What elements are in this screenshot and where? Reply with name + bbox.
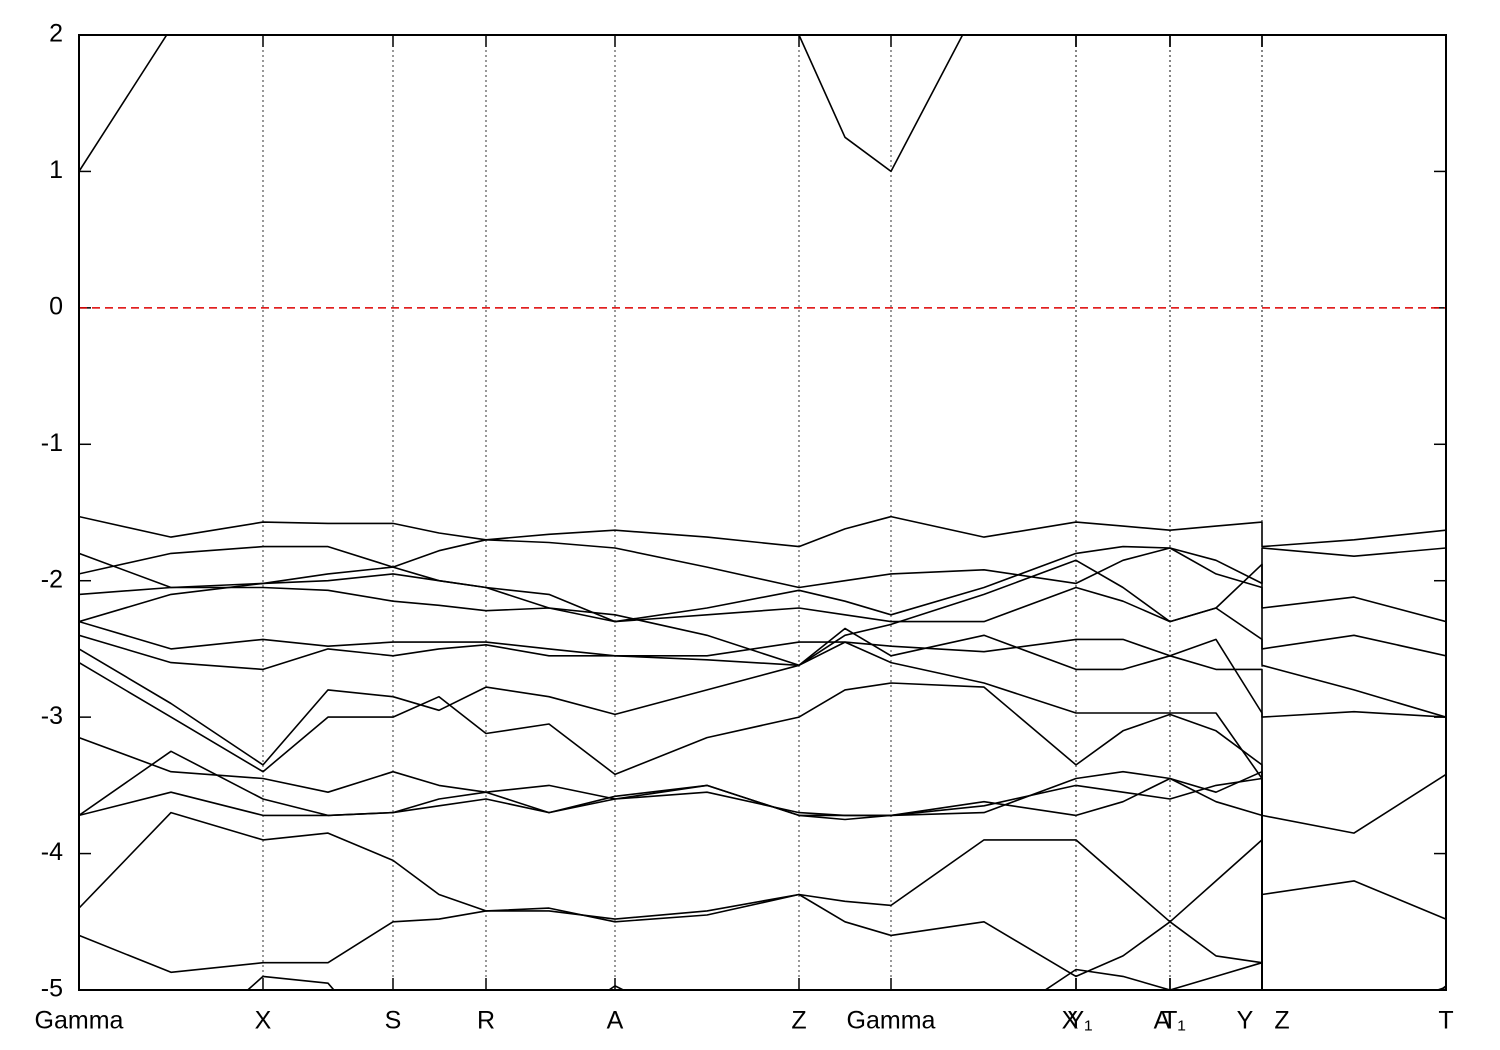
band [79,661,1446,990]
band [79,35,964,173]
x-tick-label: Y [1237,1007,1254,1035]
y-tick-label: -1 [41,429,63,457]
plot-frame [78,34,1447,991]
band [79,627,1446,834]
y-tick-label: 0 [49,292,63,320]
y-tick-label: -4 [41,838,63,866]
y-tick-label: -5 [41,975,63,1003]
x-tick-label: X [255,1007,272,1035]
x-tick-label: Gamma [847,1007,936,1035]
x-tick-label: Z [791,1007,806,1035]
y-tick-label: 2 [49,20,63,48]
band [79,811,1263,990]
band [79,893,1263,990]
y-tick-label: -3 [41,702,63,730]
x-tick-label: Z [1274,1007,1289,1035]
band [79,736,1263,990]
band [79,641,1446,920]
x-tick-label: T [1438,1007,1453,1035]
x-tick-label: S [385,1007,402,1035]
x-tick-label: Gamma [35,1007,124,1035]
band [79,620,1446,718]
x-tick-label: A [1154,1007,1171,1035]
band [79,538,1446,589]
x-tick-label: X [1062,1007,1079,1035]
band [79,777,1263,990]
band [79,515,1446,548]
x-tick-label: T₁ [1162,1007,1186,1035]
band [79,559,1446,718]
band [79,545,1446,623]
x-tick-label: R [477,1007,495,1035]
x-tick-label: A [607,1007,624,1035]
band [79,563,1446,657]
y-tick-label: -2 [41,565,63,593]
band [246,961,1446,990]
x-tick-label: Y₁ [1067,1007,1092,1035]
bands [79,35,1446,990]
y-tick-label: 1 [49,156,63,184]
